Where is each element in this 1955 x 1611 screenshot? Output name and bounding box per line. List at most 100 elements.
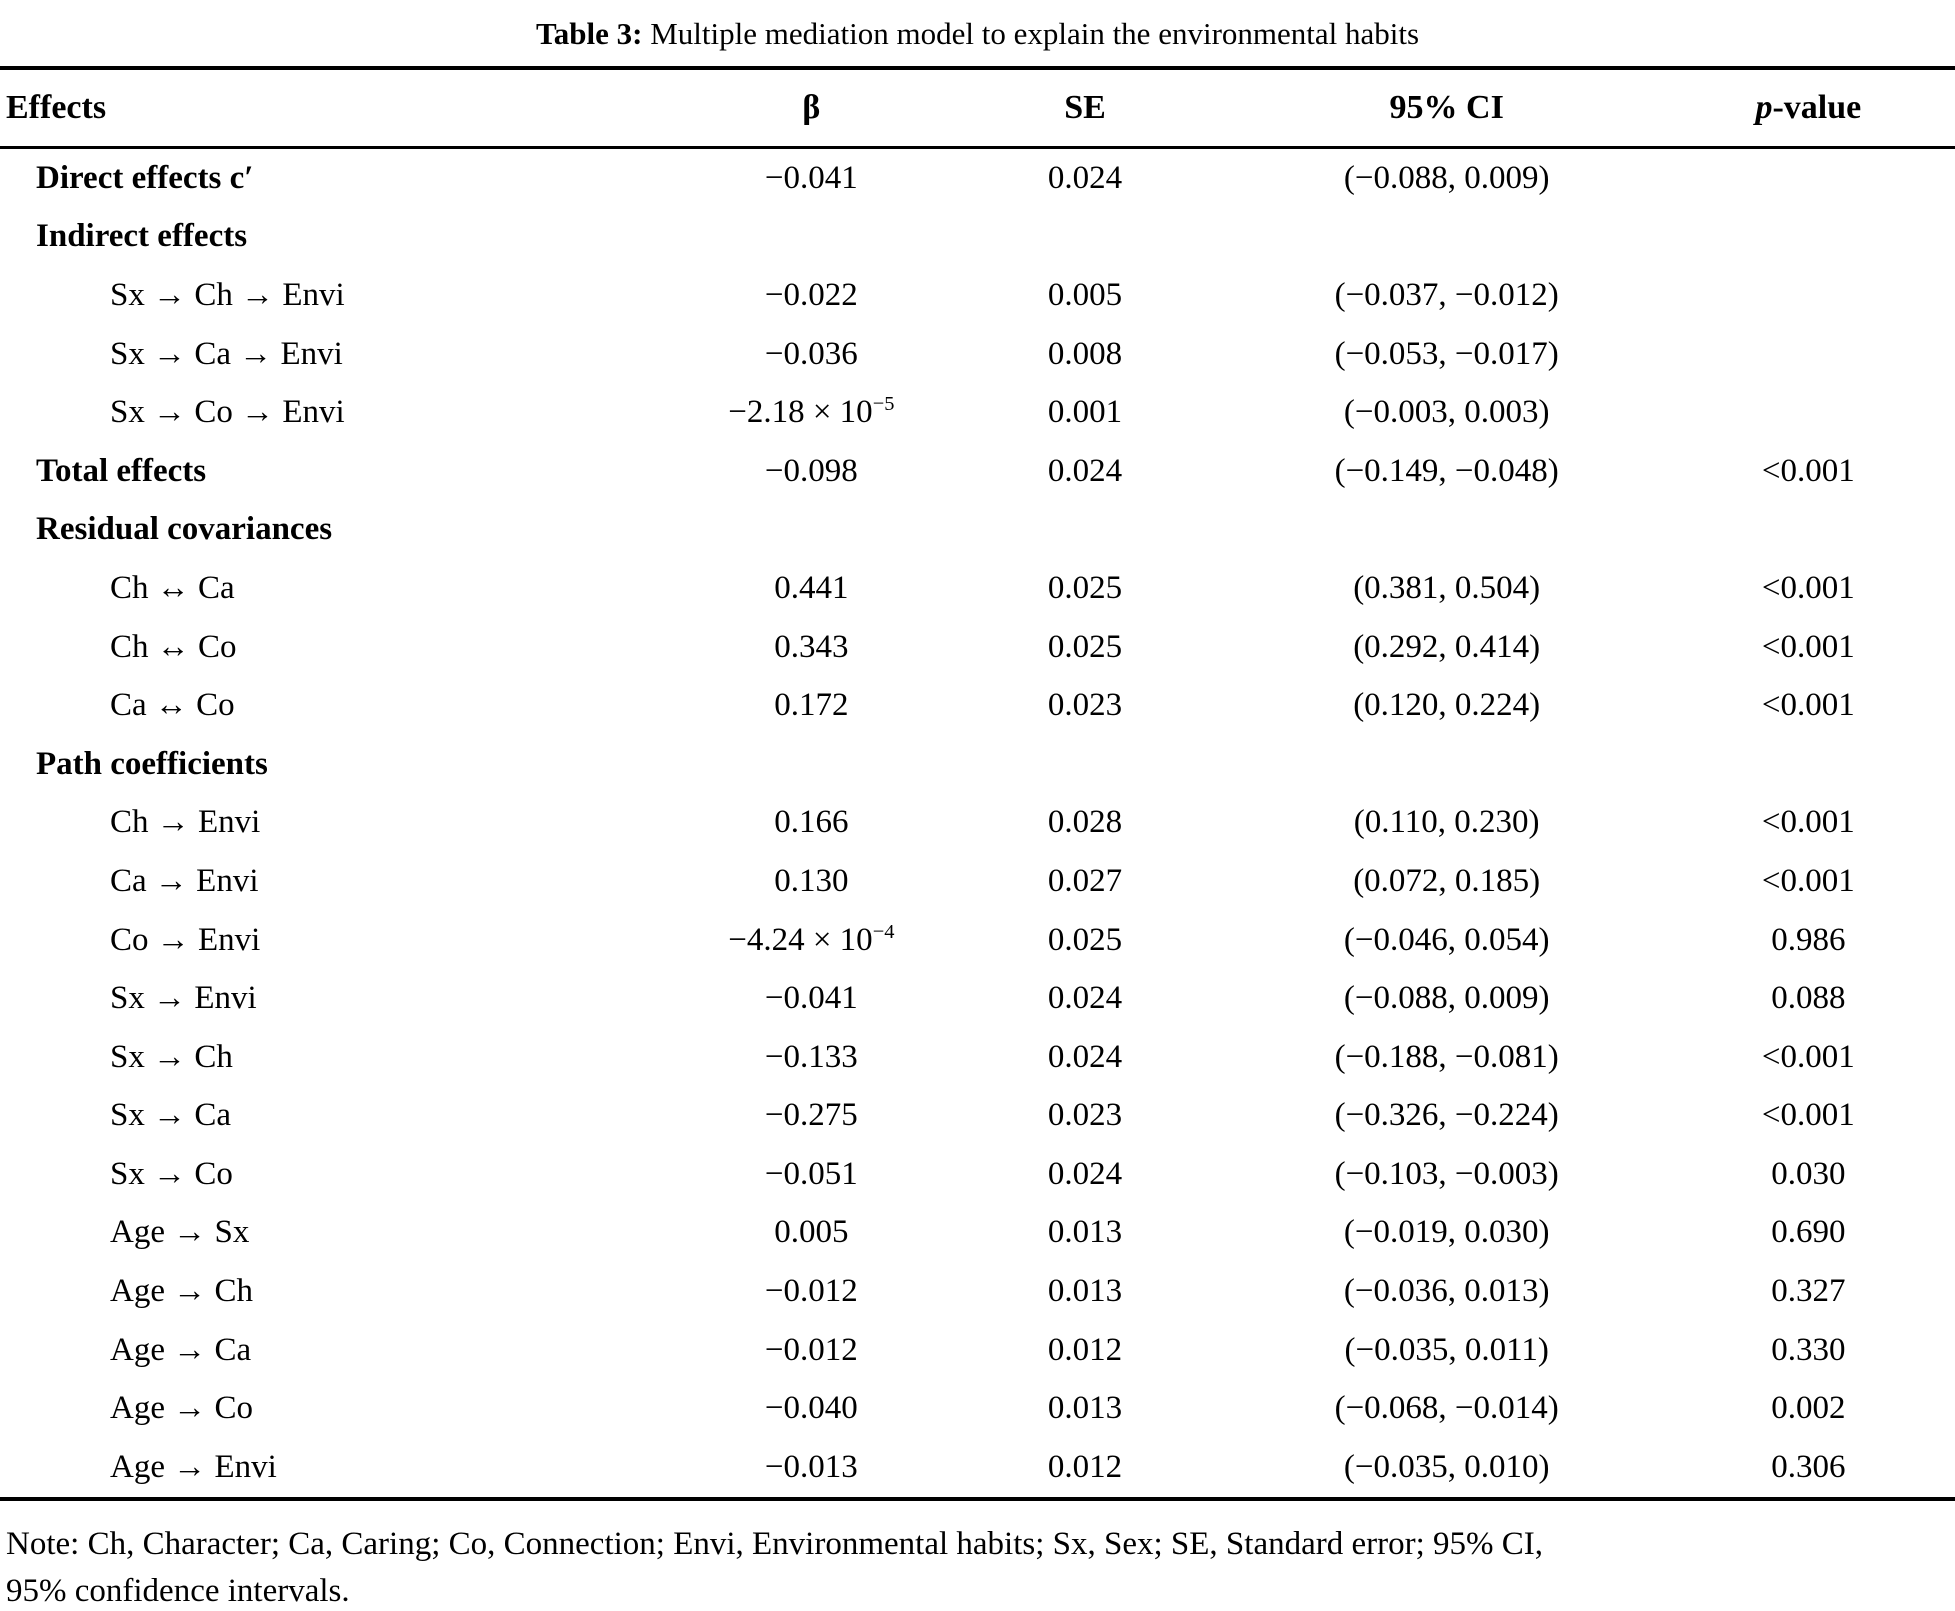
ci-cell: (−0.103, −0.003) [1334,1155,1559,1192]
pvalue-cell: 0.690 [1771,1214,1846,1251]
table-row: Ch ↔ Ca 0.441 0.025 (0.381, 0.504) <0.001 [0,559,1955,618]
pvalue-cell [1662,501,1955,560]
column-header-pvalue-italic-p: p [1755,89,1773,126]
effects-cell: Age → Co [110,1390,253,1427]
effects-cell: Age → Ca [110,1331,252,1368]
se-cell: 0.024 [1047,452,1123,489]
pvalue-cell: 0.306 [1661,1438,1955,1501]
table-row: Sx → Co −0.051 0.024 (−0.103, −0.003) 0.030 [0,1145,1955,1204]
beta-cell [684,501,938,560]
effects-cell: Total effects [36,452,207,489]
beta-cell: 0.130 [774,862,849,899]
beta-cell: −0.013 [684,1438,939,1501]
pvalue-cell [1662,325,1955,384]
beta-cell: 0.166 [774,804,849,841]
table-row: Indirect effects [0,208,1955,267]
column-header-pvalue-suffix: -value [1772,89,1862,126]
se-cell: 0.023 [1047,1097,1123,1134]
table-row: Ch → Envi 0.166 0.028 (0.110, 0.230) <0.001 [0,794,1955,853]
ci-cell: (−0.326, −0.224) [1334,1097,1559,1134]
table-row: Sx → Ca → Envi −0.036 0.008 (−0.053, −0.017… [0,325,1955,384]
table-row: Sx → Ch → Envi −0.022 0.005 (−0.037, −0.012… [0,266,1955,325]
beta-cell: −2.18 × 10−5 [728,393,895,431]
beta-cell [684,735,938,794]
table-title-text: Multiple mediation model to explain the … [642,16,1420,51]
ci-cell: (−0.003, 0.003) [1343,394,1550,431]
effects-cell: Sx → Ca [110,1097,232,1134]
se-cell: 0.024 [1047,159,1123,196]
mediation-model-table: Effects β SE 95% CI p-value Direct effec… [0,66,1955,1501]
beta-cell: −0.012 [764,1273,858,1310]
ci-cell: (−0.019, 0.030) [1343,1214,1550,1251]
se-cell: 0.028 [1047,804,1123,841]
se-cell [938,735,1231,794]
effects-cell: Co → Envi [110,921,261,958]
se-cell: 0.025 [1047,921,1123,958]
table-row: Age → Ch −0.012 0.013 (−0.036, 0.013) 0.327 [0,1262,1955,1321]
effects-cell: Indirect effects [36,218,248,255]
ci-cell [1232,208,1662,267]
pvalue-cell: <0.001 [1761,569,1855,606]
column-header-effects: Effects [0,66,685,149]
table-row: Ch ↔ Co 0.343 0.025 (0.292, 0.414) <0.001 [0,618,1955,677]
se-cell: 0.024 [1047,980,1123,1017]
ci-cell: (−0.068, −0.014) [1334,1390,1559,1427]
effects-cell: Sx → Ch [110,1038,233,1075]
table-row: Age → Sx 0.005 0.013 (−0.019, 0.030) 0.690 [0,1204,1955,1263]
ci-cell: (0.120, 0.224) [1353,687,1541,724]
se-cell: 0.024 [1047,1038,1123,1075]
pvalue-cell: <0.001 [1761,1097,1855,1134]
pvalue-cell: <0.001 [1761,1038,1855,1075]
effects-cell: Ca → Envi [110,862,259,899]
ci-cell: (0.381, 0.504) [1353,569,1541,606]
ci-cell [1232,735,1662,794]
pvalue-cell: 0.327 [1771,1273,1846,1310]
table-row: Direct effects c′ −0.041 0.024 (−0.088, 0.0… [0,148,1955,208]
pvalue-cell [1662,266,1955,325]
ci-cell: (−0.036, 0.013) [1343,1273,1550,1310]
effects-cell: Age → Sx [110,1214,250,1251]
effects-cell: Ca ↔ Co [110,687,235,724]
se-cell: 0.025 [1047,628,1123,665]
beta-cell: 0.005 [774,1214,849,1251]
effects-cell: Sx → Envi [110,980,257,1017]
column-header-ci: 95% CI [1231,66,1662,149]
se-cell: 0.012 [1047,1331,1123,1368]
ci-cell: (0.292, 0.414) [1353,628,1541,665]
ci-cell [1232,501,1662,560]
table-row: Residual covariances [0,501,1955,560]
se-cell: 0.027 [1047,862,1123,899]
pvalue-cell [1662,208,1955,267]
effects-cell: Path coefficients [36,745,268,782]
pvalue-cell: <0.001 [1761,687,1855,724]
ci-cell: (0.110, 0.230) [1353,804,1540,841]
se-cell: 0.013 [1047,1273,1123,1310]
pvalue-cell: <0.001 [1761,452,1855,489]
ci-cell: (−0.088, 0.009) [1343,159,1550,196]
pvalue-cell: 0.002 [1771,1390,1846,1427]
beta-cell: −0.012 [764,1331,858,1368]
table-title-number: Table 3: [535,16,643,51]
column-header-beta: β [684,66,939,149]
table-row: Ca ↔ Co 0.172 0.023 (0.120, 0.224) <0.001 [0,676,1955,735]
beta-cell: −0.133 [764,1038,858,1075]
pvalue-cell [1662,148,1955,208]
ci-cell: (−0.037, −0.012) [1334,276,1559,313]
table-row: Sx → Ch −0.133 0.024 (−0.188, −0.081) <0.001 [0,1028,1955,1087]
table-row: Sx → Co → Envi −2.18 × 10−5 0.001 (−0.003, … [0,383,1955,442]
table-row: Age → Co −0.040 0.013 (−0.068, −0.014) 0.002 [0,1379,1955,1438]
beta-cell: −0.041 [764,159,858,196]
table-header-row: Effects β SE 95% CI p-value [0,66,1955,149]
beta-cell: −0.275 [764,1097,858,1134]
beta-cell [684,208,938,267]
table-row: Sx → Envi −0.041 0.024 (−0.088, 0.009) 0.088 [0,969,1955,1028]
beta-cell: −0.041 [764,980,858,1017]
effects-cell: Direct effects c′ [36,159,254,196]
ci-cell: (−0.149, −0.048) [1334,452,1559,489]
ci-cell: (−0.188, −0.081) [1334,1038,1559,1075]
se-cell [938,501,1231,560]
table-row: Sx → Ca −0.275 0.023 (−0.326, −0.224) <0.001 [0,1087,1955,1146]
effects-cell: Age → Ch [110,1273,253,1310]
effects-cell: Residual covariances [36,511,333,548]
